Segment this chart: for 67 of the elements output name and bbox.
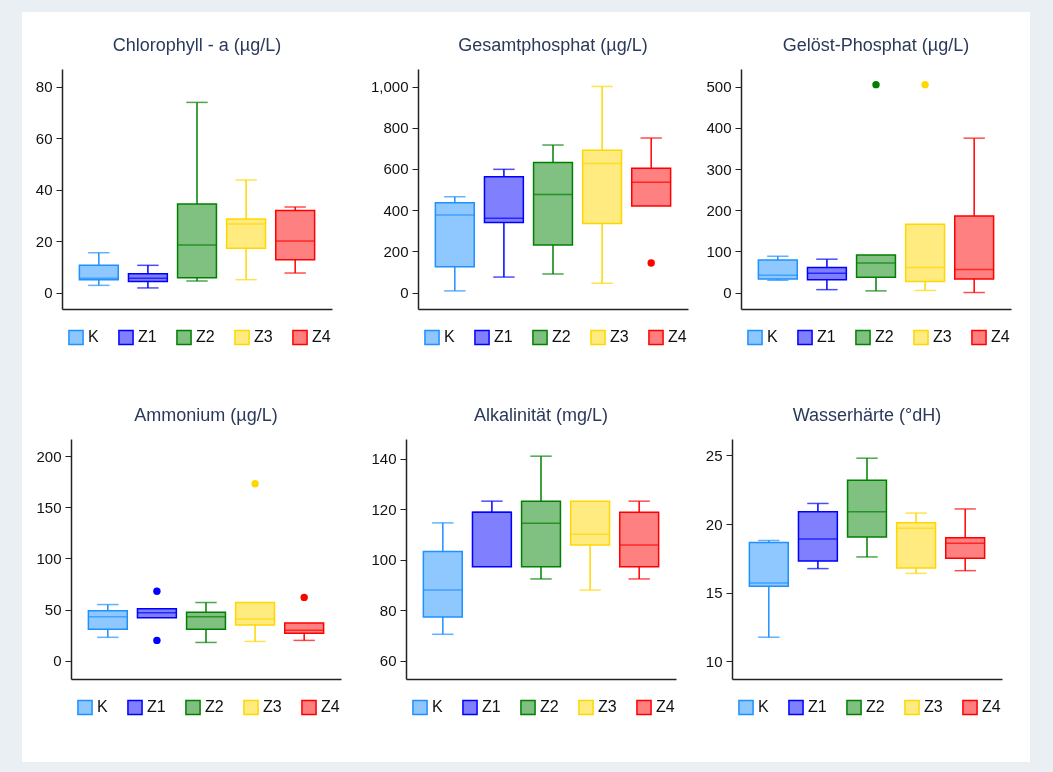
y-tick-label: 100: [706, 242, 732, 260]
chart-title: Gelöst-Phosphat (µg/L): [782, 35, 970, 55]
legend-label: Z1: [482, 698, 501, 716]
y-tick-label: 300: [706, 160, 732, 178]
y-tick-label: 80: [379, 601, 397, 619]
legend-label: Z4: [982, 698, 1001, 716]
y-tick-label: 600: [383, 160, 409, 178]
legend-label: Z2: [205, 698, 224, 716]
y-tick-label: 500: [706, 78, 732, 96]
legend-label: Z2: [875, 328, 894, 346]
legend-label: Z3: [254, 328, 273, 346]
legend-label: Z4: [668, 328, 687, 346]
y-tick-label: 150: [36, 498, 62, 516]
y-tick-label: 25: [705, 446, 723, 464]
legend-label: Z4: [991, 328, 1010, 346]
y-tick-label: 100: [371, 551, 397, 569]
y-tick-label: 15: [705, 584, 723, 602]
y-tick-label: 140: [371, 450, 397, 468]
legend-label: K: [97, 698, 108, 716]
y-tick-label: 200: [706, 201, 732, 219]
y-tick-label: 20: [705, 515, 723, 533]
legend-label: K: [758, 698, 769, 716]
legend-label: Z3: [598, 698, 617, 716]
legend-label: Z3: [263, 698, 282, 716]
legend-label: Z3: [933, 328, 952, 346]
y-tick-label: 0: [53, 652, 62, 670]
legend-label: Z1: [817, 328, 836, 346]
legend-label: K: [88, 328, 99, 346]
chart-title: Gesamtphosphat (µg/L): [458, 35, 648, 55]
legend-label: K: [444, 328, 455, 346]
y-tick-label: 0: [723, 284, 732, 302]
y-tick-label: 20: [35, 232, 53, 250]
y-tick-label: 100: [36, 549, 62, 567]
y-tick-label: 60: [379, 652, 397, 670]
y-tick-label: 120: [371, 500, 397, 518]
y-tick-label: 50: [44, 601, 62, 619]
legend-label: K: [432, 698, 443, 716]
legend-label: K: [767, 328, 778, 346]
y-tick-label: 400: [383, 201, 409, 219]
legend-label: Z1: [494, 328, 513, 346]
y-tick-label: 10: [705, 652, 723, 670]
chart-title: Alkalinität (mg/L): [473, 405, 609, 425]
legend-label: Z4: [656, 698, 675, 716]
legend-label: Z4: [312, 328, 331, 346]
legend-label: Z2: [866, 698, 885, 716]
legend-label: Z3: [924, 698, 943, 716]
legend-label: Z1: [138, 328, 157, 346]
y-tick-label: 800: [383, 119, 409, 137]
legend-label: Z2: [552, 328, 571, 346]
y-tick-label: 0: [400, 284, 409, 302]
legend-label: Z2: [540, 698, 559, 716]
chart-title: Chlorophyll - a (µg/L): [112, 35, 282, 55]
chart-title: Wasserhärte (°dH): [792, 405, 942, 425]
y-tick-label: 60: [35, 129, 53, 147]
legend-label: Z4: [321, 698, 340, 716]
y-tick-label: 40: [35, 181, 53, 199]
y-tick-label: 400: [706, 119, 732, 137]
y-tick-label: 0: [44, 284, 53, 302]
y-tick-label: 1,000: [370, 78, 409, 96]
y-tick-label: 200: [383, 242, 409, 260]
y-tick-label: 200: [36, 447, 62, 465]
y-tick-label: 80: [35, 78, 53, 96]
legend-label: Z1: [147, 698, 166, 716]
chart-title: Ammonium (µg/L): [134, 405, 278, 425]
legend-label: Z1: [808, 698, 827, 716]
legend-label: Z3: [610, 328, 629, 346]
legend-label: Z2: [196, 328, 215, 346]
